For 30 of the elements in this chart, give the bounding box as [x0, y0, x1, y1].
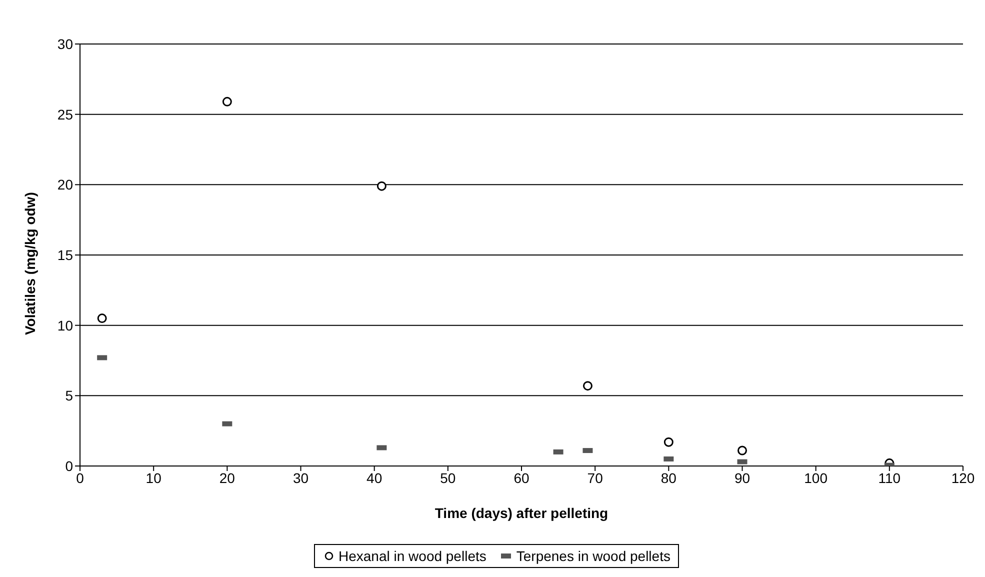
- point: [97, 314, 107, 324]
- x-tick-label: 60: [514, 470, 530, 486]
- legend-label: Terpenes in wood pellets: [516, 548, 670, 564]
- x-tick-label: 40: [366, 470, 382, 486]
- x-tick-label: 110: [878, 470, 901, 486]
- point: [376, 181, 386, 191]
- x-tick-label: 10: [146, 470, 162, 486]
- x-tick-label: 70: [587, 470, 604, 486]
- x-tick-label: 30: [292, 470, 309, 486]
- x-tick-label: 0: [76, 470, 84, 486]
- x-tick-label: 120: [951, 470, 975, 486]
- point: [582, 381, 592, 391]
- y-tick-label: 25: [57, 106, 74, 122]
- x-tick-label: 80: [660, 470, 677, 486]
- x-tick-label: 100: [804, 470, 828, 486]
- x-tick-label: 20: [219, 470, 236, 486]
- point: [738, 446, 747, 456]
- x-tick-label: 50: [440, 470, 456, 486]
- point: [222, 96, 232, 106]
- x-tick-label: 90: [734, 470, 750, 486]
- y-tick-label: 5: [65, 388, 74, 404]
- y-tick-label: 0: [65, 458, 74, 474]
- y-tick-label: 15: [57, 246, 74, 263]
- x-axis-title: Time (days) after pelleting: [434, 505, 608, 521]
- point: [664, 437, 674, 447]
- y-tick-label: 30: [57, 36, 74, 52]
- y-tick-label: 10: [57, 317, 74, 334]
- y-axis-title: Volatiles (mg/kg odw): [22, 192, 38, 335]
- legend-label: Hexanal in wood pellets: [338, 548, 486, 564]
- y-tick-label: 20: [57, 176, 74, 193]
